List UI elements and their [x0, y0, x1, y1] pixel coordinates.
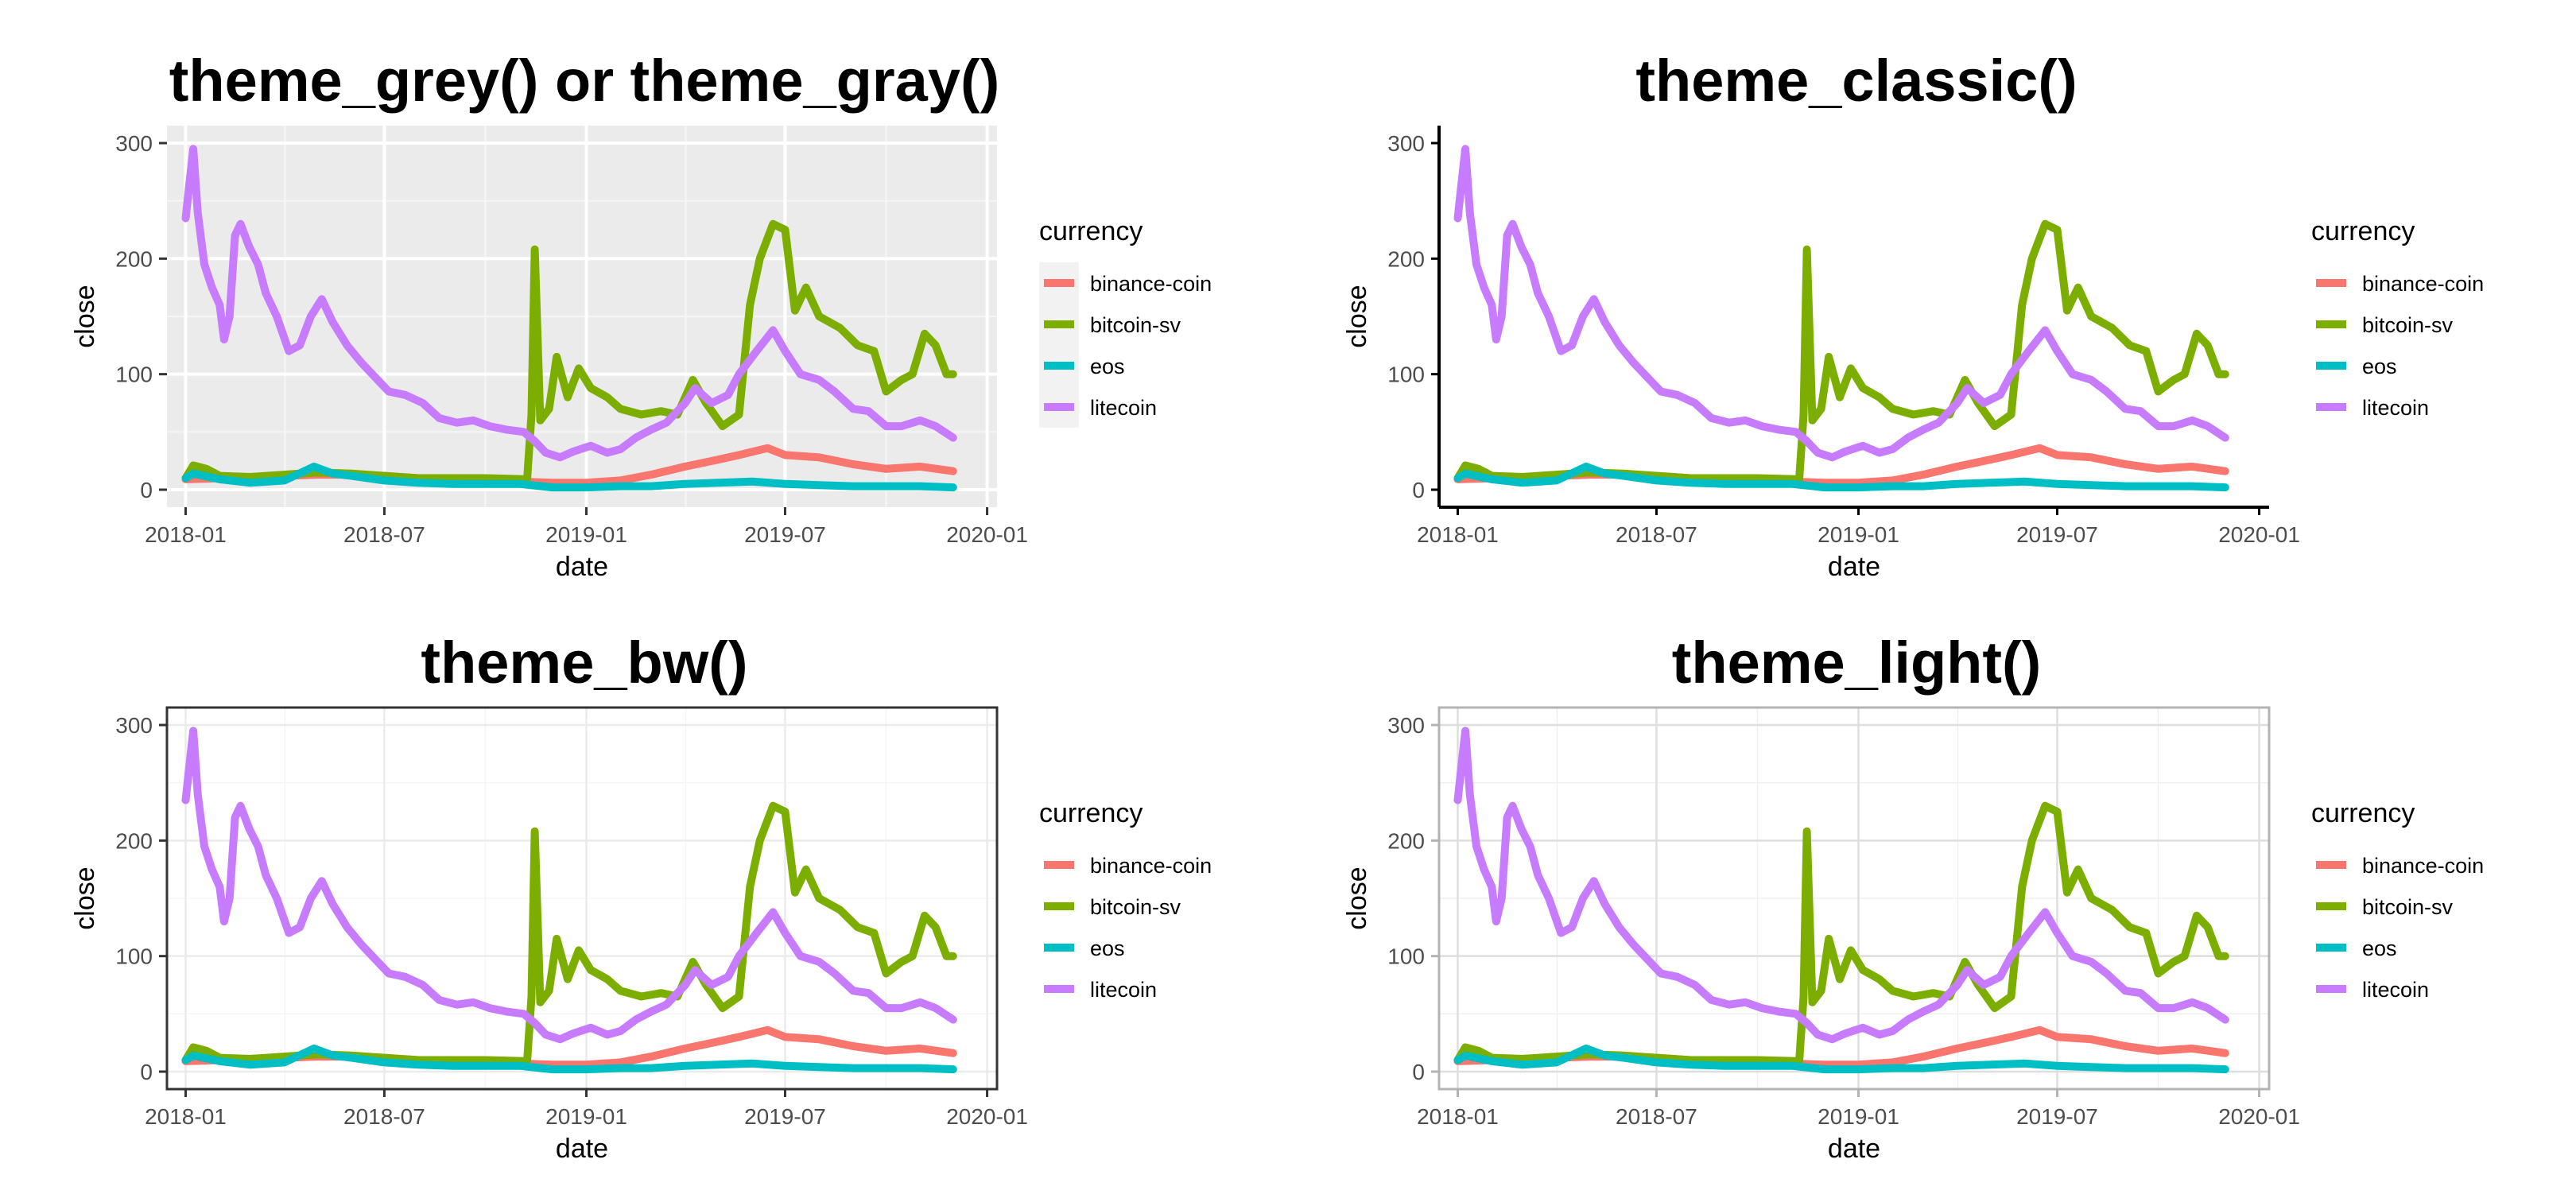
panel-border: [165, 706, 999, 1091]
series-line-eos: [1453, 1044, 2229, 1074]
y-tick-label: 200: [115, 246, 153, 271]
x-axis-title: date: [556, 552, 608, 582]
series-line-eos: [181, 1044, 957, 1074]
chart-panel-bw: theme_bw() 0 100 200 300 2018-01 2018-07 2019-0…: [70, 630, 1212, 1164]
x-tick-label: 2018-01: [145, 1104, 227, 1129]
legend-label: eos: [2362, 936, 2397, 960]
series-line-litecoin: [1453, 727, 2229, 1044]
x-tick-label: 2018-01: [145, 522, 227, 547]
y-tick-label: 100: [1387, 363, 1425, 387]
y-tick-label: 100: [1387, 944, 1425, 969]
x-tick-label: 2019-07: [744, 522, 826, 547]
legend-label: bitcoin-sv: [1090, 895, 1181, 919]
legend-title: currency: [2311, 798, 2415, 828]
x-tick-label: 2020-01: [2218, 1104, 2300, 1129]
series-line-eos: [181, 462, 957, 492]
chart-title: theme_grey() or theme_gray(): [169, 48, 1000, 114]
y-tick-label: 200: [1387, 828, 1425, 853]
series-line-litecoin: [181, 727, 957, 1044]
plot-panel: [1439, 126, 2269, 507]
y-axis-title: close: [1342, 867, 1372, 929]
x-tick-label: 2018-07: [343, 522, 425, 547]
y-tick-label: 300: [115, 713, 153, 738]
y-tick-label: 100: [115, 944, 153, 969]
y-tick-label: 0: [140, 1060, 153, 1084]
x-tick-label: 2019-01: [1818, 522, 1899, 547]
y-tick-label: 200: [1387, 246, 1425, 271]
y-axis-title: close: [70, 285, 100, 347]
legend-label: eos: [1090, 936, 1125, 960]
series-line-litecoin: [181, 145, 957, 462]
legend-label: eos: [2362, 355, 2397, 378]
legend-label: binance-coin: [1090, 272, 1212, 296]
legend-label: litecoin: [2362, 396, 2429, 420]
legend-label: eos: [1090, 355, 1125, 378]
x-tick-label: 2018-07: [1616, 1104, 1697, 1129]
chart-panel-classic: theme_classic() 0 100 200 300 2018-01 2018-07 2…: [1342, 48, 2484, 582]
chart-title: theme_bw(): [421, 630, 747, 696]
legend-label: bitcoin-sv: [2362, 895, 2454, 919]
y-tick-label: 300: [115, 131, 153, 156]
legend-title: currency: [1039, 216, 1143, 246]
y-tick-label: 0: [1412, 1060, 1425, 1084]
legend-label: litecoin: [2362, 978, 2429, 1002]
y-tick-label: 0: [1412, 478, 1425, 502]
chart-panel-light: theme_light() 0 100 200 300 2018-01 2018-07 201…: [1342, 630, 2484, 1164]
y-tick-label: 300: [1387, 713, 1425, 738]
legend-label: binance-coin: [2362, 272, 2484, 296]
chart-panel-grey: theme_grey() or theme_gray() 0 100 200 300 20…: [70, 48, 1212, 582]
y-tick-label: 0: [140, 478, 153, 502]
x-tick-label: 2020-01: [946, 1104, 1028, 1129]
x-tick-label: 2019-01: [545, 522, 627, 547]
legend-title: currency: [2311, 216, 2415, 246]
series-line-litecoin: [1453, 145, 2229, 462]
legend-label: bitcoin-sv: [1090, 313, 1181, 337]
legend-label: litecoin: [1090, 978, 1157, 1002]
x-axis-title: date: [1828, 1134, 1880, 1164]
x-tick-label: 2019-07: [2016, 522, 2098, 547]
legend-title: currency: [1039, 798, 1143, 828]
x-tick-label: 2020-01: [946, 522, 1028, 547]
x-tick-label: 2018-07: [343, 1104, 425, 1129]
x-tick-label: 2019-07: [744, 1104, 826, 1129]
legend-label: binance-coin: [1090, 854, 1212, 878]
legend-label: bitcoin-sv: [2362, 313, 2454, 337]
y-tick-label: 300: [1387, 131, 1425, 156]
x-tick-label: 2019-01: [1818, 1104, 1899, 1129]
y-axis-title: close: [1342, 285, 1372, 347]
panel-border: [1437, 706, 2271, 1091]
chart-title: theme_light(): [1672, 630, 2042, 696]
y-tick-label: 200: [115, 828, 153, 853]
chart-title: theme_classic(): [1635, 48, 2077, 114]
x-tick-label: 2018-01: [1417, 522, 1499, 547]
x-axis-title: date: [556, 1134, 608, 1164]
series-line-eos: [1453, 462, 2229, 492]
x-tick-label: 2018-01: [1417, 1104, 1499, 1129]
x-tick-label: 2020-01: [2218, 522, 2300, 547]
x-tick-label: 2019-01: [545, 1104, 627, 1129]
x-axis-title: date: [1828, 552, 1880, 582]
y-tick-label: 100: [115, 363, 153, 387]
legend-label: litecoin: [1090, 396, 1157, 420]
y-axis-title: close: [70, 867, 100, 929]
x-tick-label: 2018-07: [1616, 522, 1697, 547]
legend-label: binance-coin: [2362, 854, 2484, 878]
x-tick-label: 2019-07: [2016, 1104, 2098, 1129]
